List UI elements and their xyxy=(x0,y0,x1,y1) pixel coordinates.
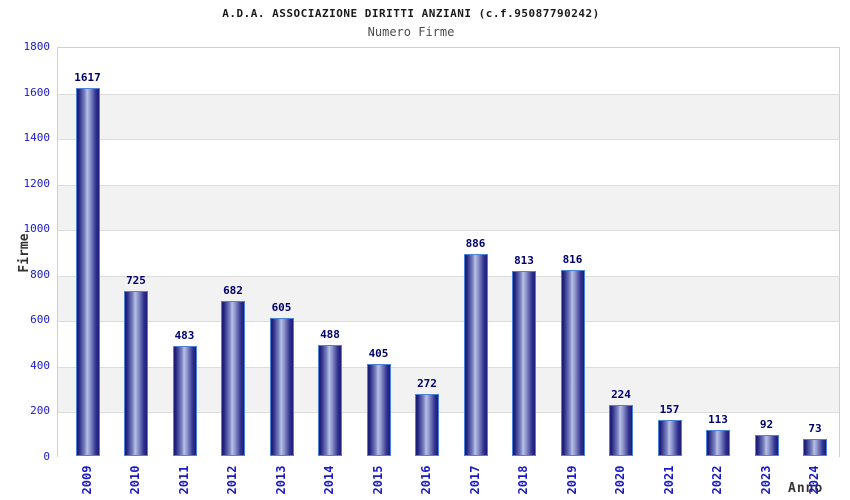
bar-value-label: 725 xyxy=(126,273,146,287)
grid-line xyxy=(58,139,839,141)
bar-value-label: 816 xyxy=(562,253,583,267)
bar-value-label: 272 xyxy=(417,377,437,391)
y-tick-label: 1600 xyxy=(23,85,51,99)
x-tick-label: 2014 xyxy=(322,465,336,495)
grid-band xyxy=(58,184,839,231)
x-tick-label: 2012 xyxy=(225,465,239,495)
grid-band xyxy=(58,93,839,140)
bar xyxy=(172,345,197,456)
bar xyxy=(706,430,730,456)
bar-value-label: 92 xyxy=(759,418,774,432)
x-tick-label: 2013 xyxy=(273,465,288,495)
grid-line xyxy=(58,93,839,95)
bar xyxy=(657,420,682,456)
y-tick-label: 400 xyxy=(30,358,50,372)
bar xyxy=(318,344,342,456)
bar-value-label: 682 xyxy=(223,283,243,297)
x-tick-label: 2017 xyxy=(467,465,482,495)
grid-line xyxy=(58,321,839,323)
bar-value-label: 1617 xyxy=(74,70,101,84)
bar xyxy=(124,290,148,456)
bar-value-label: 605 xyxy=(271,301,292,315)
bar xyxy=(415,394,439,456)
bar xyxy=(803,439,827,456)
bar-value-label: 113 xyxy=(708,413,728,427)
y-tick-label: 1400 xyxy=(23,131,51,145)
bar-value-label: 73 xyxy=(808,422,822,436)
y-tick-label: 0 xyxy=(43,450,50,463)
bar-value-label: 886 xyxy=(465,237,486,251)
grid-band xyxy=(58,139,839,185)
bar xyxy=(512,270,536,456)
bar xyxy=(609,404,633,456)
x-tick-label: 2009 xyxy=(79,465,94,495)
x-tick-label: 2015 xyxy=(370,465,385,495)
grid-band xyxy=(58,48,839,94)
bar-value-label: 488 xyxy=(320,327,340,341)
x-tick-label: 2019 xyxy=(564,465,579,495)
bar xyxy=(75,87,100,456)
grid-line xyxy=(58,412,839,414)
bar xyxy=(463,254,488,456)
bar-value-label: 813 xyxy=(514,253,534,267)
bar xyxy=(560,270,585,456)
chart-title: A.D.A. ASSOCIAZIONE DIRITTI ANZIANI (c.f… xyxy=(222,7,600,20)
y-tick-label: 800 xyxy=(30,267,50,281)
x-tick-label: 2016 xyxy=(419,465,433,495)
x-tick-label: 2011 xyxy=(176,465,191,495)
y-tick-label: 1200 xyxy=(23,176,51,190)
bar-value-label: 224 xyxy=(611,387,631,401)
x-tick-label: 2020 xyxy=(613,465,627,495)
y-tick-label: 1000 xyxy=(23,222,51,236)
grid-line xyxy=(58,230,839,232)
x-tick-label: 2024 xyxy=(807,465,821,495)
bar xyxy=(269,318,294,456)
bar xyxy=(366,363,391,456)
bar-value-label: 405 xyxy=(368,346,389,360)
bar-value-label: 157 xyxy=(659,403,680,417)
plot-area: 1617 725 483 682 605 488 405 272 886 813 816 224 157… xyxy=(57,47,840,458)
x-tick-label: 2021 xyxy=(661,465,676,495)
x-tick-label: 2018 xyxy=(516,465,530,495)
x-tick-label: 2022 xyxy=(710,465,724,495)
grid-line xyxy=(58,184,839,186)
chart-subtitle: Numero Firme xyxy=(367,25,455,39)
y-tick-label: 1800 xyxy=(23,40,51,53)
grid-line xyxy=(58,366,839,368)
bar xyxy=(754,435,779,456)
x-tick-label: 2023 xyxy=(758,465,773,495)
grid-band xyxy=(58,275,839,322)
grid-band xyxy=(58,230,839,276)
grid-line xyxy=(58,275,839,277)
bar-value-label: 483 xyxy=(174,328,195,342)
y-tick-label: 200 xyxy=(30,404,50,418)
bar xyxy=(221,300,245,456)
x-axis-title: Anno xyxy=(788,481,824,496)
x-tick-label: 2010 xyxy=(128,465,142,495)
y-tick-label: 600 xyxy=(30,313,50,327)
